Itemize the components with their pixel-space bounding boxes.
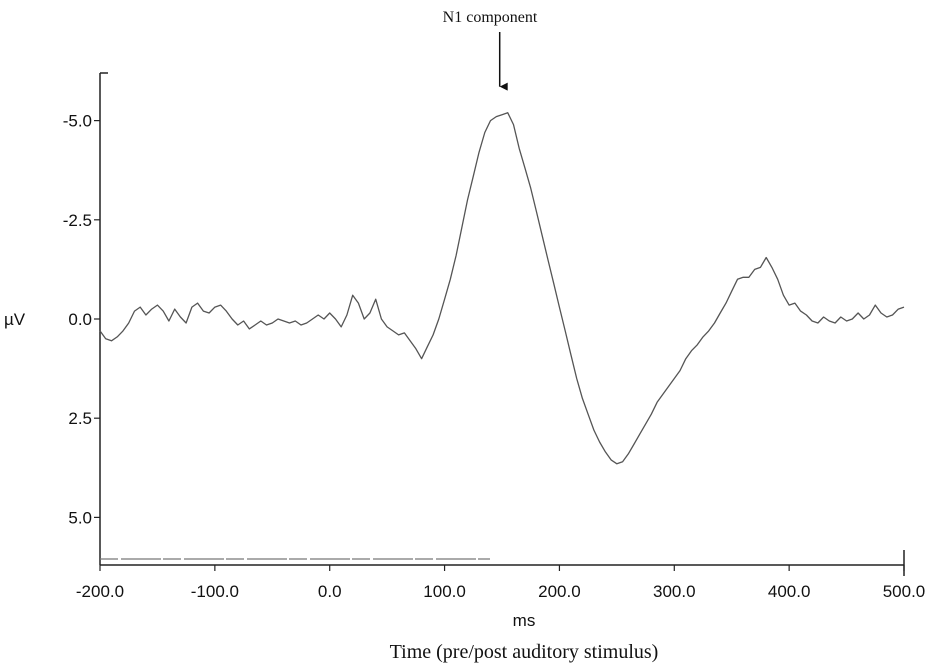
x-tick-label: 500.0 xyxy=(883,582,926,601)
series-line xyxy=(99,112,905,465)
x-axis-label: ms xyxy=(513,611,536,630)
x-tick-label: 300.0 xyxy=(653,582,696,601)
x-tick-label: 400.0 xyxy=(768,582,811,601)
annotation-label: N1 component xyxy=(443,9,538,26)
y-tick-label: -5.0 xyxy=(63,112,92,131)
y-tick-label: 0.0 xyxy=(68,310,92,329)
x-tick-label: 100.0 xyxy=(423,582,466,601)
x-axis-ticks: -200.0 -100.0 0.0 100.0 200.0 300.0 400.0 500.0 xyxy=(76,565,925,601)
y-axis-label: µV xyxy=(4,310,26,329)
y-axis-ticks: -5.0 -2.5 0.0 2.5 5.0 xyxy=(63,112,100,527)
x-tick-label: -200.0 xyxy=(76,582,124,601)
x-tick-label: 0.0 xyxy=(318,582,342,601)
y-tick-label: -2.5 xyxy=(63,211,92,230)
y-tick-label: 5.0 xyxy=(68,508,92,527)
x-axis-caption: Time (pre/post auditory stimulus) xyxy=(390,641,659,663)
x-tick-label: 200.0 xyxy=(538,582,581,601)
x-tick-label: -100.0 xyxy=(191,582,239,601)
y-tick-label: 2.5 xyxy=(68,409,92,428)
